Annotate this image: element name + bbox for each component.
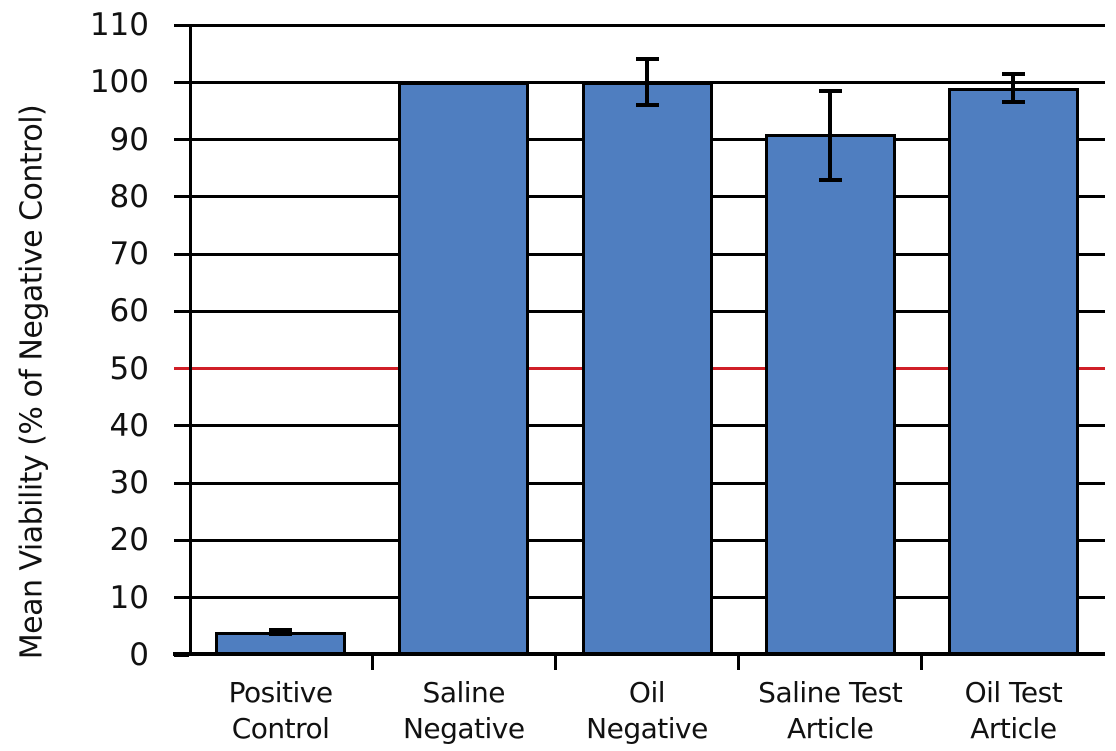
x-axis-label-1: Positive Control [228,676,333,745]
error-bar-line-1 [278,629,283,635]
y-axis-tick-60 [174,309,189,313]
error-bar-line-4 [828,90,833,180]
y-tick-label-90: 90 [109,121,149,158]
x-axis-label-4: Saline Test Article [758,676,903,745]
y-tick-label-0: 0 [129,637,149,673]
bar-4 [764,133,896,655]
y-tick-label-80: 80 [109,178,149,215]
bar-2 [398,82,530,655]
x-axis-tick-4 [920,656,924,670]
y-axis-title: Mean Viability (% of Negative Control) [14,104,50,660]
x-axis-tick-1 [370,656,374,670]
y-axis-tick-40 [174,424,189,428]
error-bar-cap-bottom-1 [269,632,293,637]
y-axis-tick-80 [174,195,189,199]
x-axis-line [173,652,1105,656]
plot-area: 0 10 20 30 40 50 60 70 80 90 100 110 Positive Contro… [90,7,1105,745]
gridline-110 [189,23,1105,27]
y-tick-label-100: 100 [89,64,149,101]
y-tick-label-10: 10 [109,579,149,616]
x-axis-label-2: Saline Negative [402,676,525,745]
error-bar-cap-bottom-3 [635,103,659,108]
y-axis-tick-100 [174,80,189,84]
y-axis-tick-30 [174,481,189,485]
error-bar-cap-bottom-5 [1001,100,1025,105]
y-axis-tick-20 [174,538,189,542]
y-axis-line [189,25,192,655]
y-tick-label-60: 60 [109,293,149,330]
x-axis-tick-2 [553,656,557,670]
y-tick-label-50: 50 [109,350,149,387]
y-axis-tick-70 [174,252,189,256]
error-bar-cap-top-1 [269,627,293,632]
error-bar-line-3 [645,59,649,106]
y-tick-label-20: 20 [109,522,149,559]
y-tick-label-40: 40 [109,407,149,444]
y-tick-label-30: 30 [109,465,149,502]
y-tick-label-70: 70 [109,236,149,273]
x-axis-tick-3 [737,656,741,670]
x-axis-label-3: Oil Negative [586,676,708,745]
bar-5 [947,88,1079,655]
bar-3 [581,82,713,655]
error-bar-cap-top-3 [635,57,659,62]
error-bar-cap-top-5 [1001,71,1025,76]
y-axis-tick-110 [174,23,189,27]
y-axis-tick-10 [174,596,189,600]
error-bar-line-5 [1011,73,1016,103]
y-tick-label-110: 110 [89,7,149,43]
y-axis-tick-90 [174,138,189,142]
error-bar-cap-bottom-4 [818,177,842,182]
x-axis-label-5: Oil Test Article [964,676,1063,745]
error-bar-cap-top-4 [818,88,842,93]
